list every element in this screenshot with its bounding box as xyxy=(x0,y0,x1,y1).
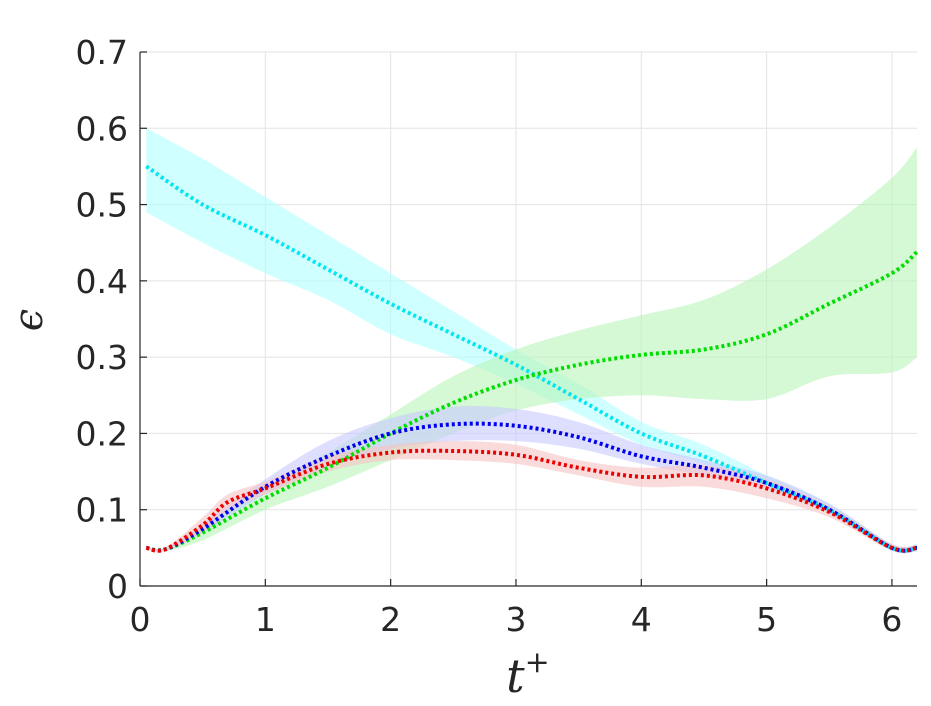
x-tick-label: 0 xyxy=(130,600,151,639)
y-tick-label: 0.2 xyxy=(76,414,128,453)
y-tick-labels: 0 0.1 0.2 0.3 0.4 0.5 0.6 0.7 xyxy=(76,33,128,606)
x-tick-label: 3 xyxy=(505,600,526,639)
series-4-band xyxy=(146,441,918,554)
y-tick-label: 0.3 xyxy=(76,338,128,377)
x-tick-label: 6 xyxy=(881,600,902,639)
y-tick-label: 0.7 xyxy=(76,33,128,72)
y-tick-label: 0.4 xyxy=(76,262,128,301)
x-tick-label: 2 xyxy=(380,600,401,639)
y-tick-label: 0.6 xyxy=(76,109,128,148)
axes xyxy=(139,51,917,587)
y-tick-label: 0.1 xyxy=(76,491,128,530)
confidence-bands xyxy=(146,128,918,554)
x-tick-labels: 0 1 2 3 4 5 6 xyxy=(130,600,903,639)
x-axis-label-superscript: + xyxy=(525,645,550,680)
y-axis-label: ϵ xyxy=(6,309,52,331)
series-1-line xyxy=(145,164,918,553)
x-axis-label: t+ xyxy=(506,645,550,703)
y-tick-label: 0 xyxy=(107,567,128,606)
series-2-line xyxy=(145,250,919,553)
y-tick-label: 0.5 xyxy=(76,186,128,225)
x-tick-label: 5 xyxy=(756,600,777,639)
series-3-band xyxy=(146,406,918,554)
x-axis-label-base: t xyxy=(506,649,525,703)
series-4-line xyxy=(145,448,918,553)
x-tick-label: 1 xyxy=(255,600,276,639)
x-tick-label: 4 xyxy=(631,600,652,639)
series-lines xyxy=(145,164,919,553)
